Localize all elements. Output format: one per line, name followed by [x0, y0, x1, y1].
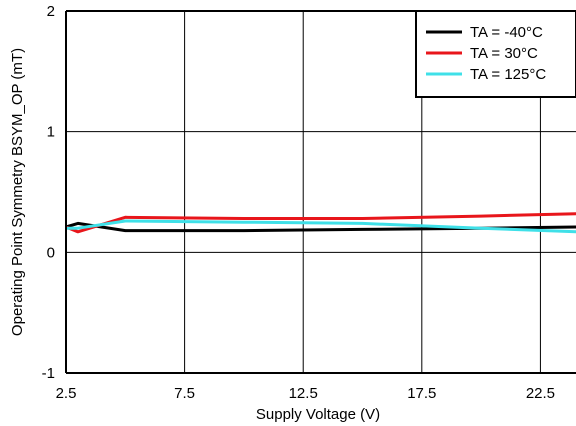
- legend: TA = -40°C TA = 30°C TA = 125°C: [415, 10, 576, 98]
- x-tick-label: 17.5: [407, 385, 436, 402]
- tick-labels: 2.5 7.5 12.5 17.5 22.5 -1 0 1 2: [42, 3, 555, 402]
- legend-label-3: TA = 125°C: [470, 66, 546, 83]
- x-tick-label: 22.5: [526, 385, 555, 402]
- y-tick-label: -1: [42, 365, 55, 382]
- y-tick-label: 1: [47, 124, 55, 141]
- y-axis-label: Operating Point Symmetry BSYM_OP (mT): [9, 48, 26, 336]
- x-axis-label: Supply Voltage (V): [256, 406, 380, 423]
- x-tick-label: 2.5: [56, 385, 77, 402]
- x-tick-label: 12.5: [289, 385, 318, 402]
- series-lines: [66, 212, 576, 234]
- x-tick-label: 7.5: [174, 385, 195, 402]
- legend-label-2: TA = 30°C: [470, 45, 538, 62]
- series-line-2: [66, 212, 576, 234]
- legend-label-1: TA = -40°C: [470, 24, 543, 41]
- y-tick-label: 0: [47, 244, 55, 261]
- y-tick-label: 2: [47, 3, 55, 20]
- series-line-3: [66, 219, 576, 234]
